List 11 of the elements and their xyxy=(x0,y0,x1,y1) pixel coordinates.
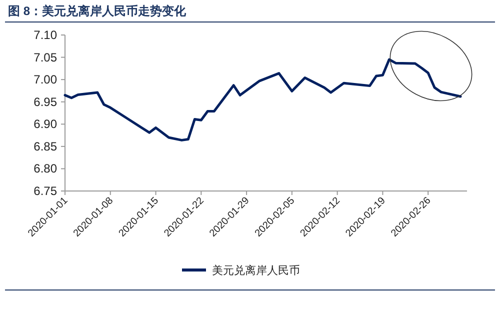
y-tick-label: 7.00 xyxy=(34,72,58,87)
legend-label: 美元兑离岸人民币 xyxy=(212,264,300,277)
y-tick-label: 6.75 xyxy=(34,184,58,198)
y-tick-label: 6.80 xyxy=(34,162,58,176)
y-tick-label: 6.95 xyxy=(34,94,58,109)
y-tick-label: 6.90 xyxy=(34,117,58,132)
legend: 美元兑离岸人民币 xyxy=(182,265,300,277)
y-tick-label: 6.85 xyxy=(34,139,58,154)
chart-title: 图 8：美元兑离岸人民币走势变化 xyxy=(8,4,188,18)
y-tick-label: 7.05 xyxy=(34,50,58,64)
y-tick-label: 7.10 xyxy=(34,28,58,42)
